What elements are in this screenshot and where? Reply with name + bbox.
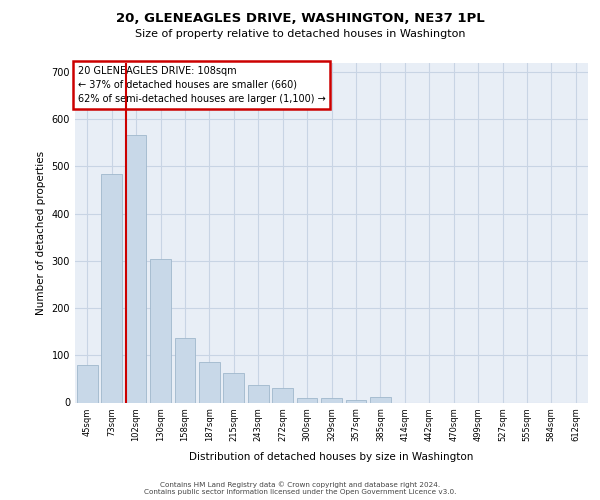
Bar	[199, 362, 220, 403]
Bar	[346, 400, 367, 402]
Bar	[77, 364, 98, 403]
Bar	[321, 398, 342, 402]
Bar	[101, 174, 122, 402]
Y-axis label: Number of detached properties: Number of detached properties	[36, 150, 46, 314]
X-axis label: Distribution of detached houses by size in Washington: Distribution of detached houses by size …	[190, 452, 473, 462]
Text: Contains HM Land Registry data © Crown copyright and database right 2024.
Contai: Contains HM Land Registry data © Crown c…	[144, 482, 456, 495]
Bar	[272, 388, 293, 402]
Bar	[248, 385, 269, 402]
Bar	[223, 373, 244, 402]
Bar	[370, 398, 391, 402]
Text: 20, GLENEAGLES DRIVE, WASHINGTON, NE37 1PL: 20, GLENEAGLES DRIVE, WASHINGTON, NE37 1…	[116, 12, 484, 26]
Text: 20 GLENEAGLES DRIVE: 108sqm
← 37% of detached houses are smaller (660)
62% of se: 20 GLENEAGLES DRIVE: 108sqm ← 37% of det…	[77, 66, 325, 104]
Text: Size of property relative to detached houses in Washington: Size of property relative to detached ho…	[135, 29, 465, 39]
Bar	[150, 260, 171, 402]
Bar	[125, 134, 146, 402]
Bar	[296, 398, 317, 402]
Bar	[175, 338, 196, 402]
